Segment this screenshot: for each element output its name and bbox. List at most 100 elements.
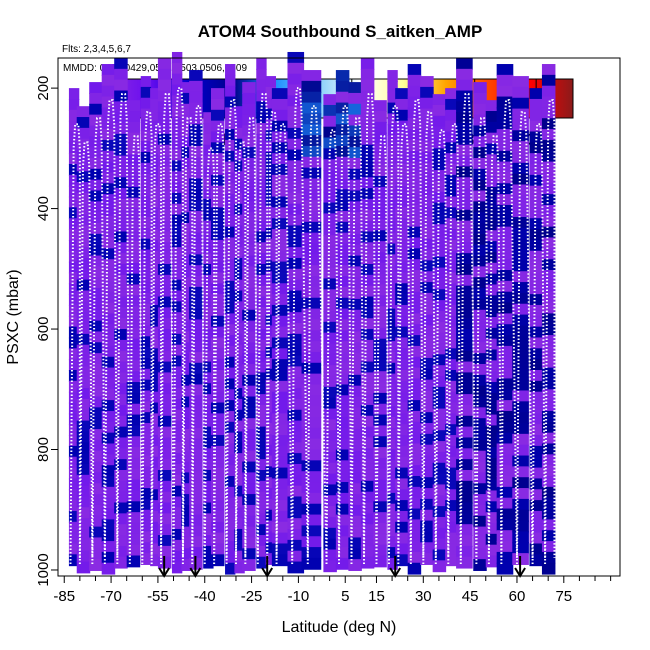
heatmap-cell xyxy=(485,371,500,384)
heatmap-cell xyxy=(395,272,409,285)
heatmap-cell xyxy=(89,288,103,300)
heatmap-cell xyxy=(445,532,459,545)
heatmap-cell xyxy=(496,291,514,304)
heatmap-cell xyxy=(335,449,350,462)
heatmap-cell xyxy=(126,306,141,318)
heatmap-cell xyxy=(287,496,305,509)
heatmap-cell xyxy=(225,400,236,412)
heatmap-cell xyxy=(287,442,305,455)
heatmap-cell xyxy=(445,142,459,155)
heatmap-cell xyxy=(150,88,161,100)
heatmap-cell xyxy=(348,526,362,539)
heatmap-cell xyxy=(323,213,337,226)
heatmap-cell xyxy=(395,445,409,458)
heatmap-cell xyxy=(256,469,267,482)
heatmap-cell xyxy=(157,459,172,471)
heatmap-cell xyxy=(89,374,103,387)
heatmap-cell xyxy=(271,543,289,556)
heatmap-cell xyxy=(101,280,116,293)
heatmap-cell xyxy=(181,103,192,116)
heatmap-cell xyxy=(407,215,422,228)
heatmap-cell xyxy=(473,353,487,365)
heatmap-cell xyxy=(373,262,387,275)
flights-note: Flts: 2,3,4,5,6,7 xyxy=(62,44,131,55)
heatmap-cell xyxy=(242,288,256,300)
heatmap-cell xyxy=(407,74,422,87)
heatmap-cell xyxy=(234,366,245,379)
heatmap-cell xyxy=(301,70,322,82)
heatmap-cell xyxy=(140,325,152,338)
heatmap-cell xyxy=(420,336,434,349)
heatmap-cell xyxy=(485,544,500,557)
heatmap-cell xyxy=(445,109,459,122)
heatmap-cell xyxy=(234,290,245,303)
heatmap-cell xyxy=(473,223,487,235)
heatmap-cell xyxy=(171,507,183,520)
heatmap-cell xyxy=(203,404,214,417)
heatmap-cell xyxy=(101,291,116,304)
heatmap-cell xyxy=(348,418,362,431)
heatmap-cell xyxy=(335,471,350,484)
heatmap-cell xyxy=(140,227,152,240)
heatmap-cell xyxy=(348,277,362,290)
y-tick-label: 1000 xyxy=(35,553,52,586)
heatmap-cell xyxy=(150,521,161,534)
heatmap-cell xyxy=(68,131,80,144)
heatmap-cell xyxy=(456,285,473,298)
heatmap-cell xyxy=(407,118,422,131)
heatmap-cell xyxy=(541,410,556,423)
heatmap-cell xyxy=(456,242,473,255)
heatmap-cell xyxy=(181,82,192,94)
heatmap-cell xyxy=(395,489,409,502)
heatmap-cell xyxy=(189,70,203,82)
heatmap-cell xyxy=(114,383,128,396)
y-tick-label: 200 xyxy=(35,76,52,101)
heatmap-cell xyxy=(171,73,183,86)
heatmap-cell xyxy=(541,259,556,272)
heatmap-cell xyxy=(256,242,267,255)
heatmap-cell xyxy=(150,326,161,339)
heatmap-cell xyxy=(395,218,409,231)
heatmap-cell xyxy=(360,491,375,504)
heatmap-cell xyxy=(529,521,543,534)
heatmap-cell xyxy=(242,407,256,420)
heatmap-cell xyxy=(89,450,103,463)
y-tick-label: 400 xyxy=(35,196,52,221)
heatmap-cell xyxy=(387,178,398,191)
heatmap-cell xyxy=(234,539,245,552)
heatmap-cell xyxy=(529,250,543,263)
heatmap-cell xyxy=(287,453,305,465)
heatmap-cell xyxy=(234,409,245,422)
heatmap-cell xyxy=(265,184,276,197)
heatmap-cell xyxy=(150,543,161,556)
heatmap-cell xyxy=(348,396,362,409)
heatmap-cell xyxy=(242,298,256,311)
heatmap-cell xyxy=(287,290,305,303)
heatmap-cell xyxy=(126,457,141,470)
heatmap-cell xyxy=(234,420,245,433)
heatmap-cell xyxy=(541,432,556,445)
heatmap-cell xyxy=(373,425,387,438)
flight-profile xyxy=(275,123,294,564)
heatmap-cell xyxy=(242,331,256,344)
heatmap-cell xyxy=(301,210,322,223)
heatmap-cell xyxy=(373,447,387,459)
heatmap-cell xyxy=(335,492,350,505)
heatmap-cell xyxy=(114,502,128,515)
heatmap-cell xyxy=(189,221,203,234)
heatmap-cell xyxy=(529,554,543,567)
heatmap-cell xyxy=(203,307,214,320)
heatmap-cell xyxy=(189,503,203,516)
heatmap-cell xyxy=(76,312,91,325)
heatmap-cell xyxy=(395,174,409,187)
heatmap-cell xyxy=(541,118,556,131)
heatmap-cell xyxy=(473,309,487,322)
heatmap-cell xyxy=(360,166,375,179)
heatmap-cell xyxy=(541,129,556,141)
heatmap-cell xyxy=(189,427,203,440)
heatmap-cell xyxy=(101,508,116,521)
heatmap-cell xyxy=(89,483,103,496)
heatmap-cell xyxy=(157,101,172,114)
heatmap-cell xyxy=(101,530,116,543)
heatmap-cell xyxy=(256,350,267,363)
